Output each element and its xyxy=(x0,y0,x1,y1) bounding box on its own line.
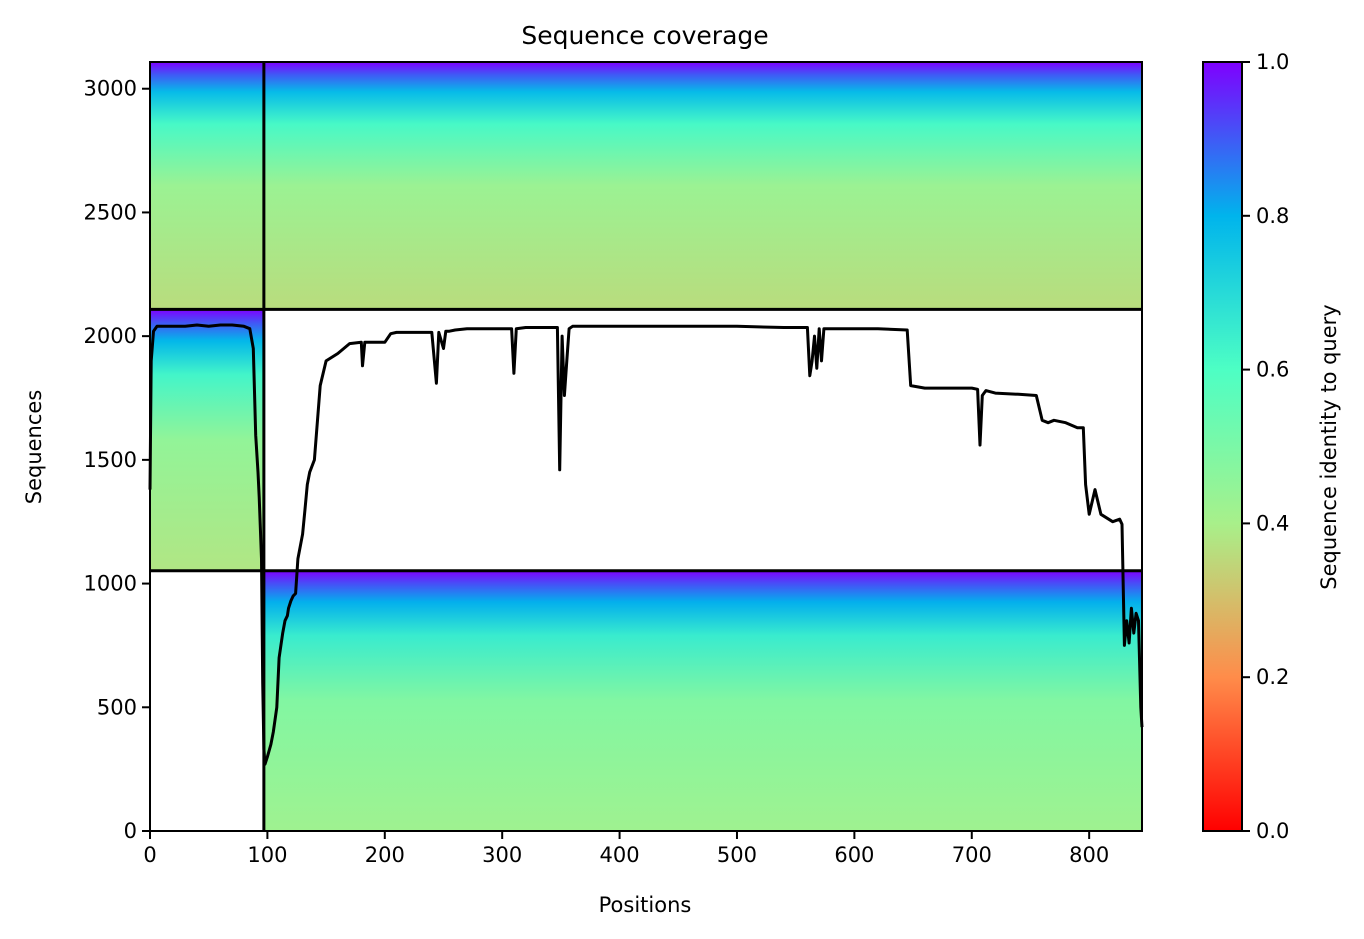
x-tick-label: 600 xyxy=(834,843,874,867)
plot-frame xyxy=(149,61,1143,832)
chart-title: Sequence coverage xyxy=(521,21,768,50)
coverage-blocks xyxy=(150,62,1143,831)
y-tick-label: 500 xyxy=(97,695,137,719)
y-axis: 0 500 1000 1500 2000 2500 3000 xyxy=(84,77,150,843)
x-tick-label: 200 xyxy=(365,843,405,867)
y-axis-label: Sequences xyxy=(22,390,46,505)
colorbar-tick-label: 0.8 xyxy=(1256,204,1289,228)
colorbar-tick-label: 0.6 xyxy=(1256,358,1289,382)
coverage-block-3 xyxy=(263,570,1143,831)
x-axis: 0 100 200 300 400 500 600 700 800 xyxy=(143,831,1109,867)
plot-area xyxy=(148,61,1144,832)
y-tick-label: 2500 xyxy=(84,200,137,224)
x-tick-label: 400 xyxy=(600,843,640,867)
colorbar-gradient xyxy=(1202,61,1243,832)
x-tick-label: 500 xyxy=(717,843,757,867)
coverage-line-layer xyxy=(148,323,1144,766)
colorbar-ticks: 0.0 0.2 0.4 0.6 0.8 1.0 xyxy=(1242,50,1289,843)
y-tick-label: 1000 xyxy=(84,572,137,596)
colorbar-tick-label: 1.0 xyxy=(1256,50,1289,74)
colorbar-tick-label: 0.2 xyxy=(1256,665,1289,689)
colorbar-label: Sequence identity to query xyxy=(1317,304,1341,589)
coverage-line xyxy=(148,323,1144,766)
x-tick-label: 0 xyxy=(143,843,156,867)
y-tick-label: 1500 xyxy=(84,448,137,472)
x-axis-label: Positions xyxy=(599,893,692,917)
x-tick-label: 800 xyxy=(1069,843,1109,867)
x-tick-label: 300 xyxy=(482,843,522,867)
colorbar-tick-label: 0.0 xyxy=(1256,819,1289,843)
x-tick-label: 700 xyxy=(952,843,992,867)
y-tick-label: 2000 xyxy=(84,324,137,348)
y-tick-label: 3000 xyxy=(84,77,137,101)
y-tick-label: 0 xyxy=(124,819,137,843)
colorbar-tick-label: 0.4 xyxy=(1256,511,1289,535)
x-tick-label: 100 xyxy=(247,843,287,867)
colorbar: 0.0 0.2 0.4 0.6 0.8 1.0 Sequence identity to … xyxy=(1202,50,1341,843)
coverage-block-2 xyxy=(150,62,1142,310)
coverage-block-1 xyxy=(150,309,264,571)
